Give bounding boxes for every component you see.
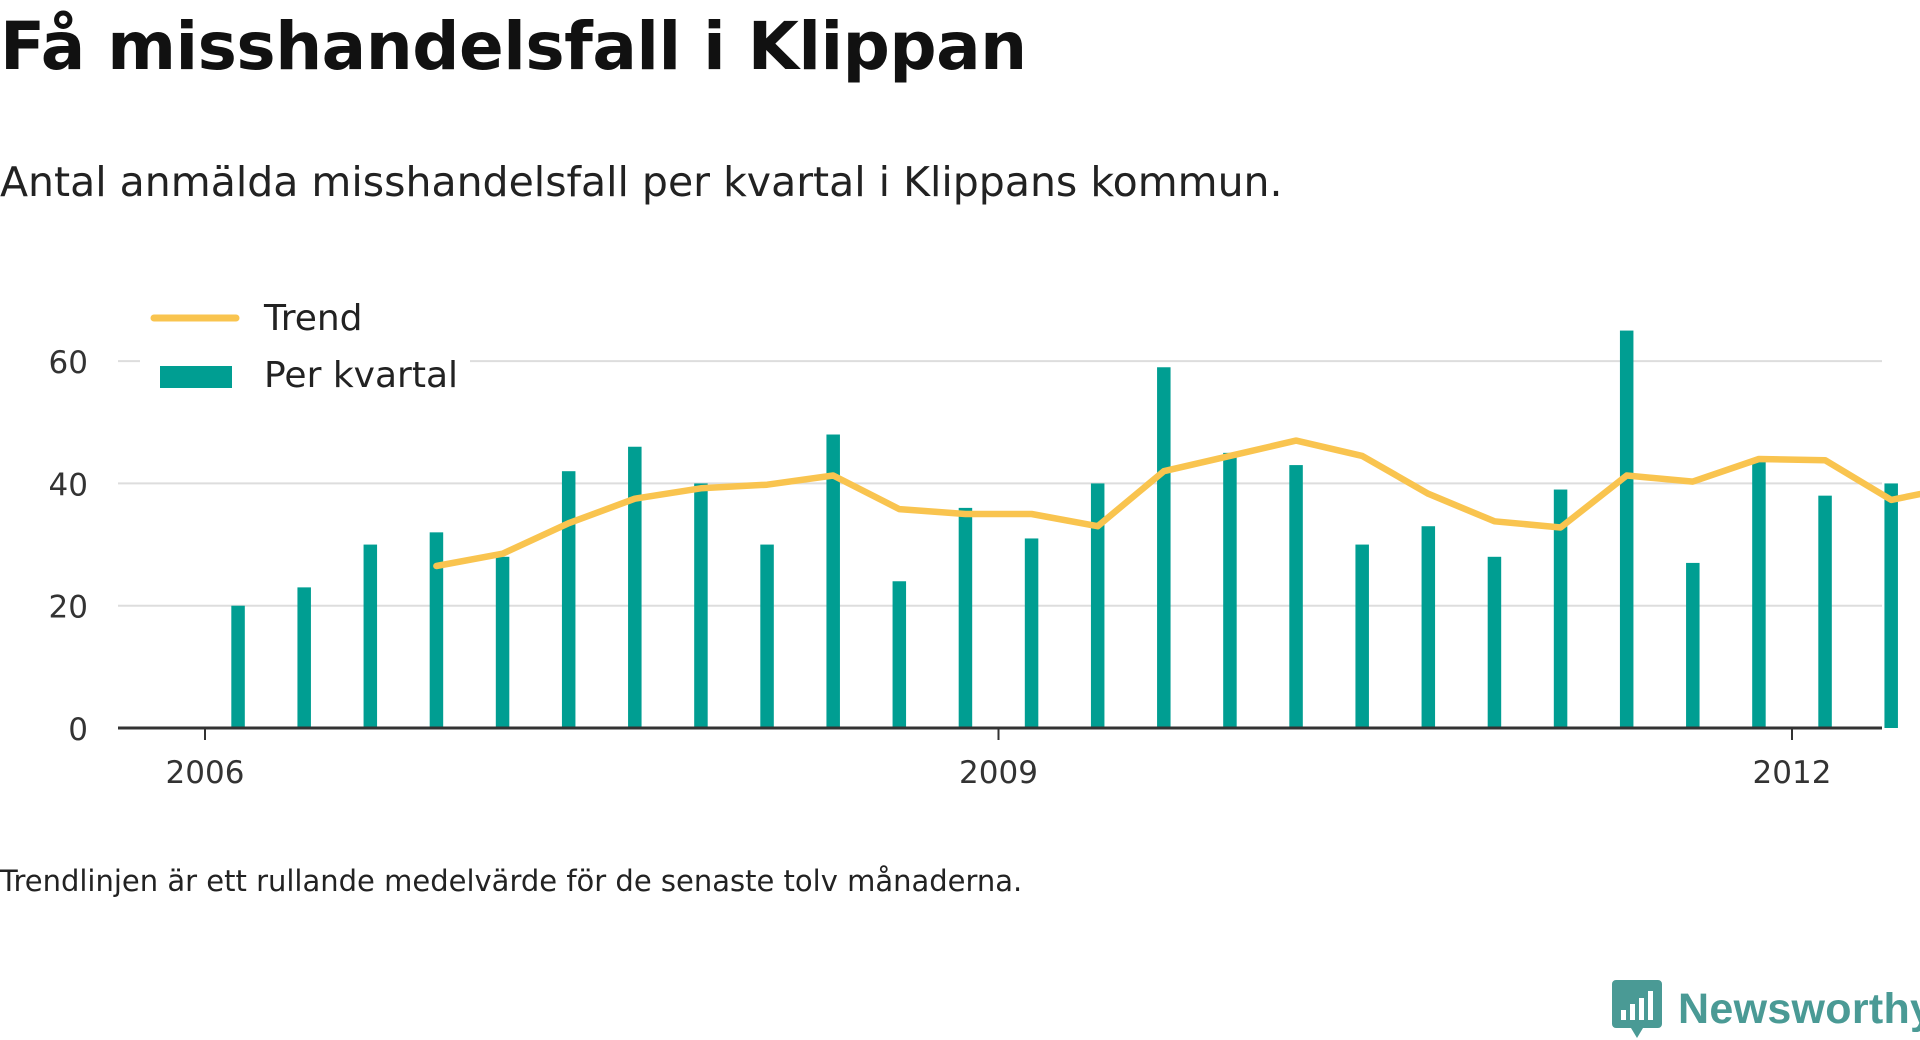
- bar: [1024, 538, 1039, 728]
- bar: [1686, 562, 1700, 728]
- bar: [363, 544, 378, 728]
- brand-name: Newsworthy: [1678, 984, 1920, 1033]
- bar: [1157, 367, 1171, 728]
- bar: [1619, 330, 1634, 728]
- legend-bar-swatch: [160, 366, 232, 388]
- bar: [1421, 526, 1436, 728]
- chart-subtitle: Antal anmälda misshandelsfall per kvarta…: [0, 158, 1283, 206]
- y-axis-ticks: 0 20 40 60: [49, 345, 88, 748]
- brand-logo: Newsworthy: [1612, 980, 1920, 1038]
- x-tick-label: 2012: [1753, 755, 1832, 791]
- y-tick-label: 0: [68, 712, 88, 748]
- legend-trend-label: Trend: [263, 298, 363, 339]
- bar: [1289, 465, 1303, 728]
- chart-title: Få misshandelsfall i Klippan: [0, 8, 1027, 85]
- bar: [1553, 489, 1568, 728]
- legend-bar-label: Per kvartal: [264, 355, 458, 396]
- bar: [1884, 483, 1898, 728]
- bar: [694, 483, 708, 728]
- bar: [1355, 544, 1369, 728]
- bar: [1090, 483, 1105, 728]
- bar: [561, 471, 576, 728]
- bar: [1818, 495, 1832, 728]
- x-tick-label: 2006: [166, 755, 245, 791]
- bar: [231, 605, 245, 728]
- bar: [1223, 452, 1237, 728]
- bar: [760, 544, 774, 728]
- trend-line: [433, 437, 1920, 570]
- bar: [892, 581, 907, 728]
- bar: [958, 507, 973, 728]
- bar: [495, 556, 510, 728]
- x-tick-label: 2009: [959, 755, 1038, 791]
- bar: [628, 446, 642, 728]
- y-tick-label: 20: [49, 590, 88, 626]
- bar: [1487, 556, 1502, 728]
- bar: [826, 434, 840, 728]
- x-axis-ticks: 2006200920122015201820212024: [166, 728, 1832, 791]
- y-tick-label: 40: [49, 467, 88, 503]
- bar-series: [231, 330, 1898, 728]
- y-tick-label: 60: [49, 345, 88, 381]
- footnote: Trendlinjen är ett rullande medelvärde f…: [0, 864, 1023, 898]
- bar: [429, 532, 444, 728]
- bar: [297, 587, 311, 728]
- bar-chart-speech-bubble-icon: [1612, 980, 1662, 1038]
- bar: [1752, 458, 1766, 728]
- legend: Trend Per kvartal: [140, 290, 470, 398]
